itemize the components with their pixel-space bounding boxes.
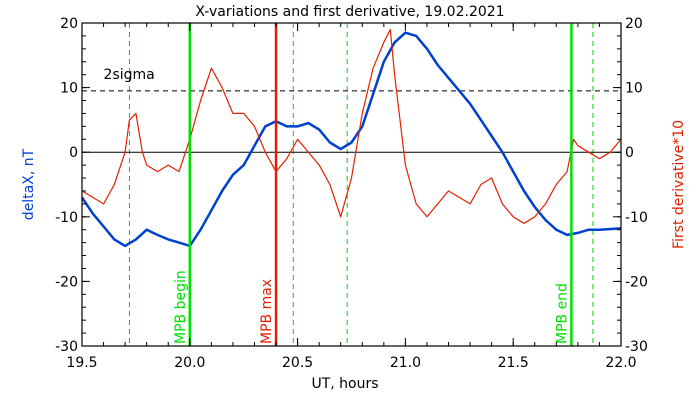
y-tick-label-left: 20 [60, 16, 78, 32]
threshold-label: 2sigma [104, 67, 155, 83]
y-tick-label-left: -10 [55, 210, 78, 226]
x-tick-label: 22.0 [605, 355, 636, 371]
y-tick-label-right: 0 [625, 145, 634, 161]
chart-title: X-variations and first derivative, 19.02… [195, 4, 504, 20]
x-tick-label: 20.5 [282, 355, 313, 371]
marker-label-mpb-begin: MPB begin [173, 270, 189, 344]
y-tick-label-left: -20 [55, 274, 78, 290]
deltax-series-line [80, 31, 622, 248]
y-tick-label-right: -20 [625, 274, 648, 290]
x-axis-label: UT, hours [311, 376, 378, 392]
y-tick-label-left: 10 [60, 81, 78, 97]
plot-area: 2sigma MPB begin MPB max MPB end 19.5 20.0 20.… [55, 16, 648, 371]
y-tick-label-left: -30 [55, 339, 78, 355]
y-tick-label-right: -30 [625, 339, 648, 355]
axes-frame [81, 22, 622, 347]
y-tick-label-right: 10 [625, 81, 643, 97]
derivative-series-line [81, 28, 622, 224]
y-axis-label-left: deltaX, nT [21, 148, 37, 220]
marker-label-mpb-end: MPB end [554, 283, 570, 344]
x-tick-label: 21.5 [498, 355, 529, 371]
y-tick-label-right: -10 [625, 210, 648, 226]
x-tick-label: 21.0 [390, 355, 421, 371]
x-tick-label: 20.0 [174, 355, 205, 371]
marker-label-mpb-max: MPB max [259, 279, 275, 344]
y-axis-label-right: First derivative*10 [671, 120, 687, 249]
y-tick-label-right: 20 [625, 16, 643, 32]
x-tick-label: 19.5 [66, 355, 97, 371]
y-tick-label-left: 0 [69, 145, 78, 161]
